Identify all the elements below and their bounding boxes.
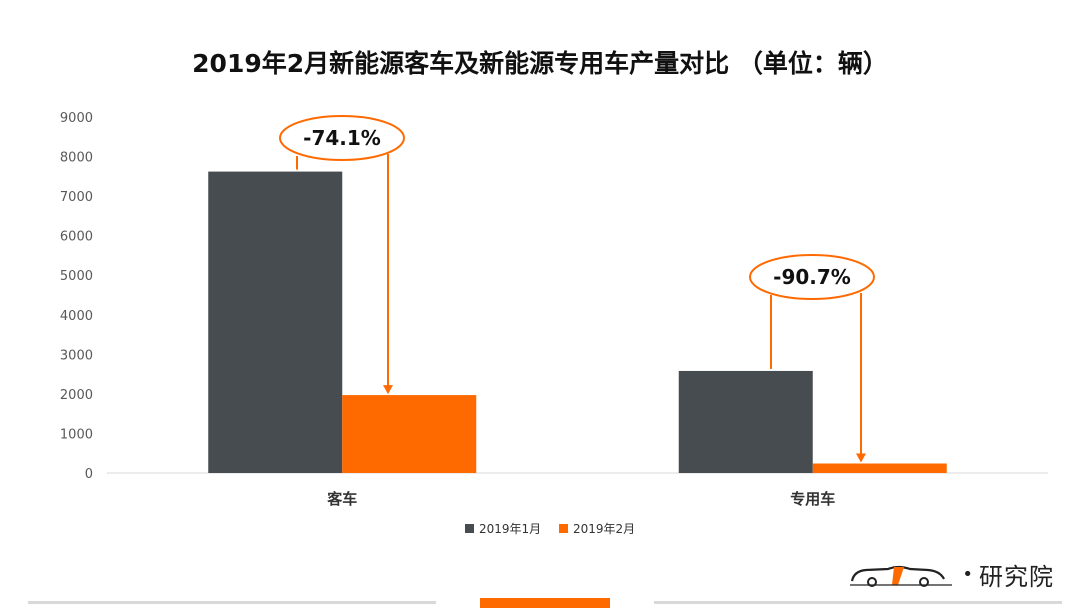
- y-tick-label: 3000: [60, 348, 93, 363]
- y-tick-label: 2000: [60, 388, 93, 403]
- legend-label: 2019年2月: [573, 522, 635, 536]
- y-tick-label: 7000: [60, 190, 93, 205]
- category-label: 专用车: [790, 490, 835, 508]
- bar-feb-1: [812, 463, 947, 473]
- y-axis-ticks: 0 1000 2000 3000 4000 5000 6000 7000 8000 9000: [60, 111, 93, 482]
- bottom-rule-left: [28, 601, 436, 604]
- annotation-arrowhead: [856, 453, 866, 463]
- bar-jan-1: [678, 370, 813, 473]
- y-tick-label: 4000: [60, 309, 93, 324]
- annotation-ellipse: [279, 115, 405, 161]
- y-tick-label: 8000: [60, 151, 93, 166]
- category-label: 客车: [326, 490, 357, 508]
- y-tick-label: 9000: [60, 111, 93, 126]
- y-tick-label: 6000: [60, 230, 93, 245]
- legend-label: 2019年1月: [479, 522, 541, 536]
- car-logo-icon: [850, 565, 953, 587]
- legend-swatch: [465, 524, 474, 533]
- legend: 2019年1月 2019年2月: [465, 522, 635, 536]
- chart-title: 2019年2月新能源客车及新能源专用车产量对比 （单位：辆）: [192, 49, 888, 78]
- brand-dot: •: [962, 563, 973, 585]
- legend-swatch: [559, 524, 568, 533]
- bars: [208, 171, 947, 473]
- annotation-label: -74.1%: [303, 126, 381, 150]
- y-tick-label: 0: [85, 467, 93, 482]
- annotations: -74.1% -90.7%: [279, 115, 875, 463]
- y-tick-label: 1000: [60, 427, 93, 442]
- brand-logo: • 研究院: [848, 556, 1054, 592]
- bar-jan-0: [208, 171, 343, 473]
- y-tick-label: 5000: [60, 269, 93, 284]
- bottom-accent-bar: [480, 598, 610, 608]
- category-labels: 客车 专用车: [326, 490, 835, 508]
- brand-text: 研究院: [979, 562, 1054, 591]
- annotation-ellipse: [749, 254, 875, 300]
- annotation-label: -90.7%: [773, 265, 851, 289]
- bottom-rule-right: [654, 601, 1062, 604]
- bar-feb-0: [342, 395, 477, 473]
- annotation-arrowhead: [383, 385, 393, 395]
